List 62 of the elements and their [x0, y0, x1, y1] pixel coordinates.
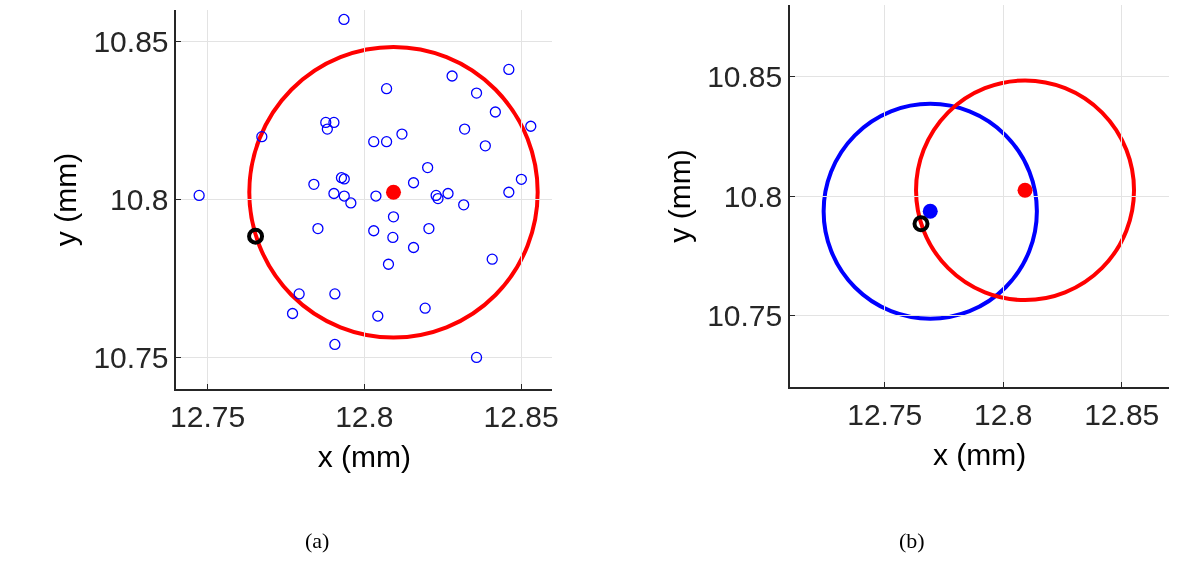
x-tick-label: 12.8 [974, 397, 1033, 431]
point [256, 131, 268, 143]
text: (b) [899, 528, 925, 553]
point [380, 136, 393, 148]
point [515, 173, 528, 185]
y-tick-label: 10.75 [93, 340, 169, 374]
text: (a) [305, 528, 330, 553]
y-tick-label: 10.85 [93, 25, 169, 59]
point [368, 136, 380, 148]
x-tick-label: 12.75 [170, 399, 246, 433]
point [293, 288, 305, 300]
point [407, 177, 420, 189]
x-axis-title: x (mm) [317, 439, 411, 473]
point [372, 310, 384, 322]
point [345, 197, 357, 209]
point [422, 161, 434, 174]
point [525, 120, 537, 132]
point [442, 187, 454, 200]
point [320, 116, 332, 129]
point [321, 123, 333, 135]
point [470, 351, 483, 364]
point [503, 63, 515, 76]
point [368, 225, 380, 237]
point [380, 82, 393, 95]
point [407, 241, 420, 254]
point [387, 231, 399, 244]
x-axis-title: x (mm) [932, 437, 1027, 471]
point [328, 116, 340, 129]
point [329, 288, 341, 300]
point [479, 140, 491, 152]
y-axis-title: y (mm) [48, 152, 82, 247]
point [370, 190, 382, 202]
point [387, 211, 400, 223]
point [338, 190, 350, 202]
point [458, 199, 470, 211]
x-tick-label: 12.75 [847, 397, 923, 431]
point [503, 186, 515, 198]
y-tick-label: 10.8 [110, 183, 169, 216]
point [423, 222, 435, 235]
point [382, 258, 395, 270]
point [486, 253, 498, 265]
y-axis-title: y (mm) [662, 149, 696, 243]
point [489, 106, 502, 118]
point [338, 13, 350, 26]
point [247, 227, 265, 245]
point [396, 128, 408, 140]
point [419, 302, 431, 314]
point [470, 87, 483, 99]
point [328, 187, 340, 200]
y-tick-label: 10.85 [707, 60, 783, 94]
point [286, 307, 299, 320]
y-tick-label: 10.8 [723, 179, 783, 213]
point [446, 70, 458, 82]
point [329, 338, 341, 351]
point [193, 189, 205, 202]
point [308, 178, 320, 190]
point [312, 222, 324, 235]
x-tick-label: 12.85 [1084, 397, 1160, 431]
x-tick-label: 12.85 [483, 399, 559, 433]
x-tick-label: 12.8 [335, 399, 394, 433]
point [458, 123, 471, 135]
y-tick-label: 10.75 [707, 298, 783, 332]
